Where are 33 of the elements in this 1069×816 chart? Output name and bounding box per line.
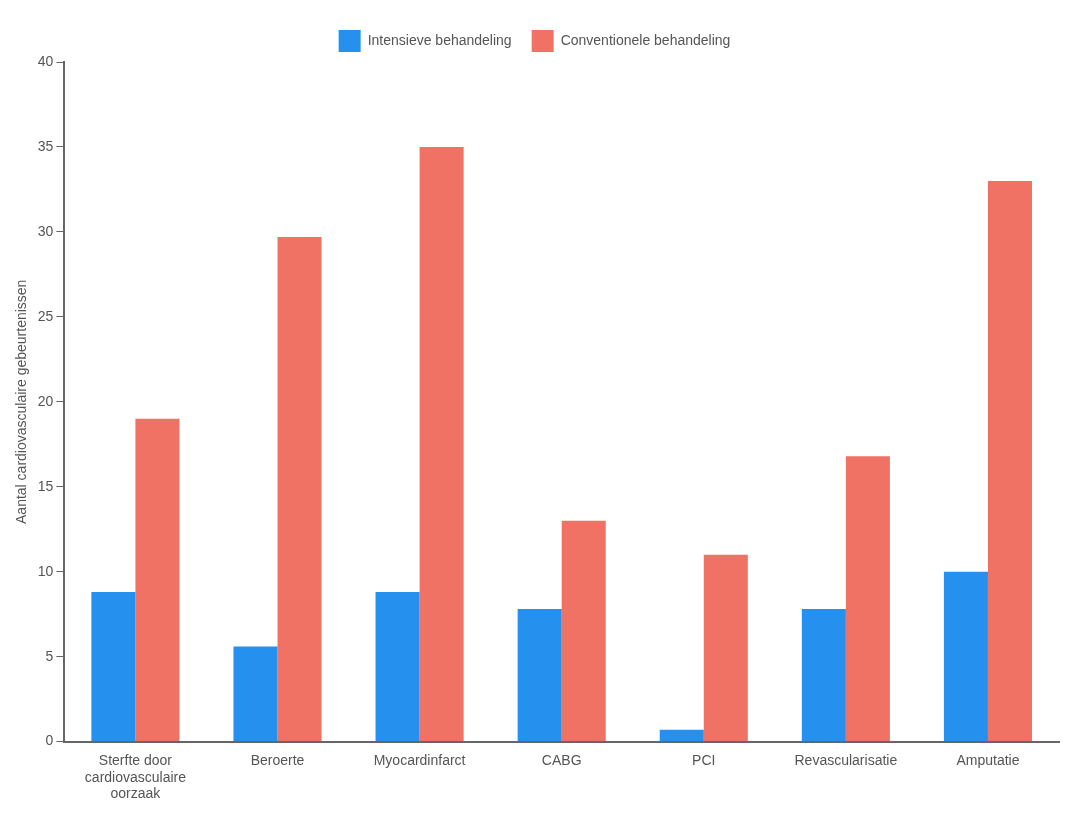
bar (375, 592, 420, 742)
bar (801, 609, 846, 742)
y-tick-label: 30 (37, 222, 54, 239)
y-tick-label: 10 (37, 562, 54, 579)
x-tick-label: Beroerte (250, 751, 305, 768)
x-tick-label: Amputatie (956, 751, 1020, 768)
x-tick-label: PCI (692, 751, 716, 768)
bar (659, 729, 704, 742)
bar (517, 609, 562, 742)
bar (233, 646, 278, 742)
legend-label: Conventionele behandeling (560, 31, 731, 48)
bar (943, 571, 988, 742)
bar (277, 237, 322, 742)
bar (561, 520, 606, 742)
bar (987, 180, 1032, 742)
y-tick-label: 25 (37, 307, 54, 324)
y-tick-label: 40 (37, 52, 54, 69)
y-tick-label: 35 (37, 137, 54, 154)
y-tick-label: 5 (45, 647, 54, 664)
y-tick-label: 20 (37, 392, 54, 409)
y-tick-label: 15 (37, 477, 54, 494)
x-tick-label: Revascularisatie (794, 751, 898, 768)
bar (91, 592, 136, 742)
bar (703, 554, 748, 742)
bar (419, 146, 464, 742)
x-tick-label: Sterfte door cardiovasculaire oorzaak (84, 751, 187, 802)
bar (135, 418, 180, 742)
x-tick-label: Myocardinfarct (373, 751, 466, 768)
x-tick-label: CABG (541, 751, 582, 768)
bar (845, 456, 890, 742)
legend-label: Intensieve behandeling (367, 31, 512, 48)
y-axis-title: Aantal cardiovasculaire gebeurtenissen (13, 279, 30, 524)
y-tick-label: 0 (45, 732, 54, 749)
